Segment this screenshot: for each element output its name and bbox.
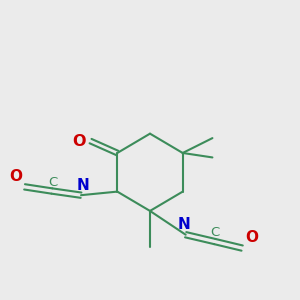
Text: N: N <box>178 217 190 232</box>
Text: C: C <box>48 176 57 189</box>
Text: N: N <box>76 178 89 193</box>
Text: O: O <box>9 169 22 184</box>
Text: C: C <box>210 226 219 238</box>
Text: O: O <box>246 230 259 245</box>
Text: O: O <box>73 134 86 148</box>
